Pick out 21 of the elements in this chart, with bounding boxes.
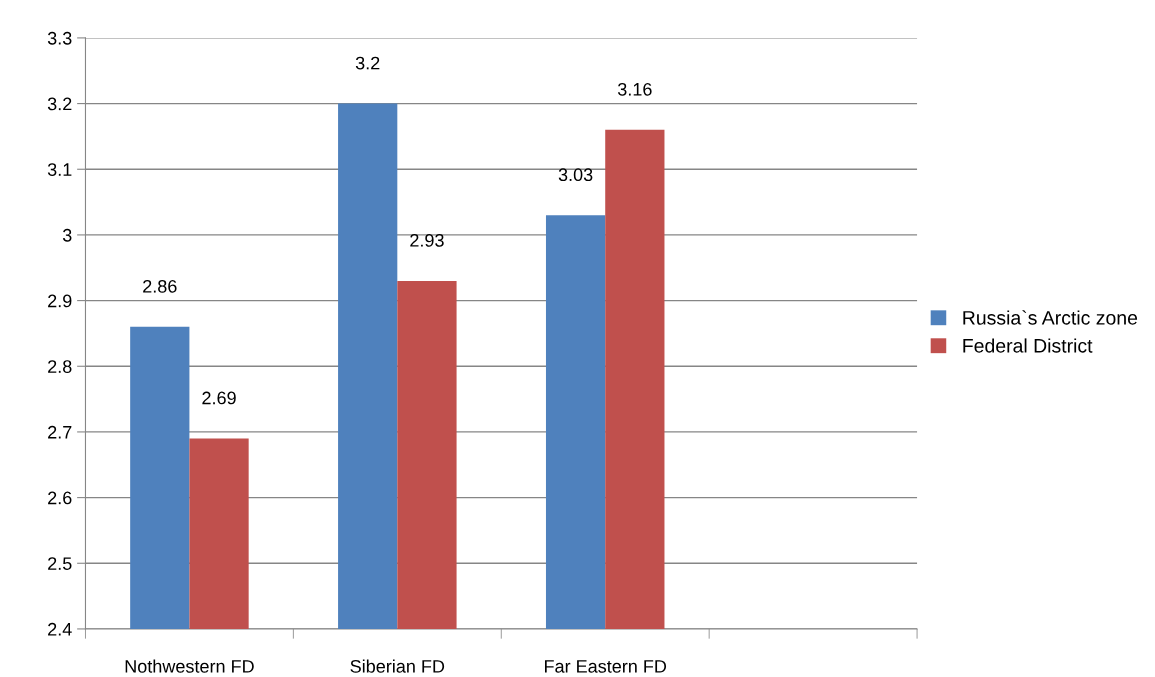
data-label: 3.03: [558, 168, 593, 182]
y-tick-label: 2.6: [48, 491, 72, 505]
x-tick-label: Far Eastern FD: [545, 660, 667, 673]
data-label: 3.16: [617, 82, 652, 96]
data-label: 2.86: [143, 279, 177, 293]
x-tick-label: Nothwestern FD: [125, 659, 254, 673]
y-tick-label: 2.5: [48, 557, 72, 570]
y-tick-label: 2.8: [48, 360, 72, 373]
y-tick-label: 2.9: [48, 294, 72, 308]
y-tick-label: 3: [62, 228, 72, 242]
data-label: 3.2: [355, 56, 380, 70]
y-tick-label: 3.1: [47, 163, 72, 176]
legend-label: Russia`s Arctic zone: [963, 310, 1138, 325]
y-tick-label: 3.3: [47, 31, 72, 45]
y-tick-label: 3.2: [47, 97, 72, 111]
x-tick-label: Siberian FD: [350, 659, 445, 673]
y-tick-label: 2.4: [48, 622, 72, 636]
data-label: 2.93: [410, 233, 444, 247]
legend-label: Federal District: [963, 338, 1093, 353]
data-label: 2.69: [202, 391, 236, 405]
y-tick-label: 2.7: [48, 425, 72, 439]
